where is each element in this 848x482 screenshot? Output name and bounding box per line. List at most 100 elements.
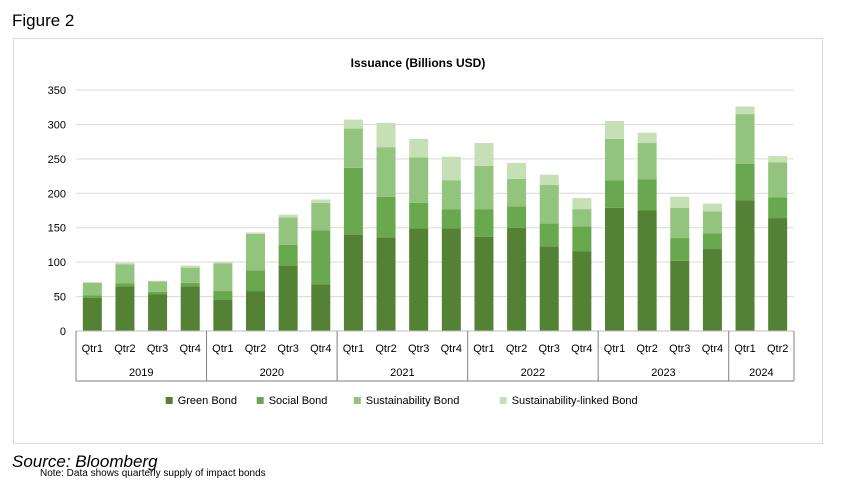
bar-segment-sustainability-bond (539, 185, 559, 224)
bar-segment-sustainability-bond (735, 114, 755, 164)
bar-segment-green-bond (311, 284, 331, 331)
x-category-label: Qtr1 (604, 343, 625, 355)
bar-segment-social-bond (441, 209, 461, 229)
bar-segment-green-bond (82, 297, 102, 331)
chart-title: Issuance (Billions USD) (350, 56, 486, 70)
x-category-label: Qtr1 (473, 343, 494, 355)
x-category-label: Qtr1 (343, 343, 364, 355)
bar-segment-social-bond (246, 270, 265, 292)
x-category-label: Qtr4 (441, 343, 462, 355)
x-category-label: Qtr1 (734, 343, 755, 355)
y-tick-label: 200 (48, 188, 66, 200)
legend-swatch (353, 397, 361, 404)
legend-swatch (499, 397, 507, 404)
bar-segment-sustainability-linked-bond (148, 280, 168, 282)
bar-segment-sustainability-linked-bond (180, 265, 200, 268)
x-category-label: Qtr3 (277, 343, 298, 355)
bar-segment-sustainability-linked-bond (572, 198, 592, 210)
chart-note: Note: Data shows quarterly supply of imp… (40, 468, 266, 479)
bar-segment-sustainability-bond (702, 211, 722, 234)
bar-segment-green-bond (343, 234, 363, 331)
bar-segment-green-bond (572, 251, 592, 331)
x-group-label: 2021 (390, 367, 414, 379)
bar-segment-sustainability-linked-bond (768, 156, 788, 163)
bar-segment-sustainability-bond (409, 157, 429, 203)
x-group-label: 2019 (129, 367, 153, 379)
bar-segment-sustainability-linked-bond (507, 162, 527, 179)
y-tick-label: 0 (60, 326, 66, 338)
bar-segment-green-bond (441, 228, 461, 331)
bar-segment-sustainability-linked-bond (441, 156, 461, 181)
bar-segment-social-bond (539, 223, 559, 247)
x-category-label: Qtr1 (82, 343, 103, 355)
bar-segment-social-bond (605, 180, 624, 208)
x-category-label: Qtr4 (702, 343, 723, 355)
bar-segment-green-bond (702, 249, 722, 331)
bar-segment-sustainability-linked-bond (474, 143, 494, 166)
x-category-label: Qtr2 (506, 343, 527, 355)
y-tick-label: 250 (48, 154, 66, 166)
bar-segment-sustainability-linked-bond (637, 132, 657, 144)
x-category-label: Qtr3 (408, 343, 429, 355)
figure-label: Figure 2 (12, 11, 75, 30)
bar-segment-social-bond (507, 206, 527, 228)
bar-segment-sustainability-linked-bond (82, 282, 102, 283)
bar-segment-green-bond (115, 286, 135, 331)
bar-segment-green-bond (409, 228, 429, 331)
bar-segment-sustainability-linked-bond (311, 199, 331, 203)
bar-segment-sustainability-linked-bond (605, 120, 624, 139)
bar-segment-sustainability-linked-bond (735, 106, 755, 115)
legend-label: Sustainability-linked Bond (512, 395, 638, 407)
x-category-label: Qtr1 (212, 343, 233, 355)
bar-segment-sustainability-bond (572, 209, 592, 227)
bar-segment-green-bond (246, 291, 265, 331)
bar-segment-green-bond (278, 265, 298, 331)
bar-segment-green-bond (605, 207, 624, 331)
bar-segment-sustainability-bond (507, 178, 527, 207)
legend-label: Sustainability Bond (366, 395, 460, 407)
bar-segment-sustainability-linked-bond (409, 138, 429, 158)
bar-segment-social-bond (670, 238, 690, 261)
bar-segment-social-bond (572, 226, 592, 252)
x-group-label: 2020 (260, 367, 284, 379)
bar-segment-sustainability-bond (246, 233, 265, 271)
bar-segment-green-bond (735, 200, 755, 331)
bar-segment-green-bond (539, 246, 559, 331)
bar-segment-green-bond (507, 227, 527, 331)
bar-segment-green-bond (670, 260, 690, 331)
bar-segment-sustainability-bond (376, 147, 396, 197)
legend-swatch (165, 397, 173, 404)
bar-segment-social-bond (213, 291, 233, 301)
bar-segment-sustainability-linked-bond (115, 262, 135, 265)
bar-segment-social-bond (278, 244, 298, 266)
bar-segment-sustainability-bond (637, 143, 657, 180)
bar-segment-sustainability-linked-bond (376, 123, 396, 148)
bar-segment-sustainability-bond (343, 128, 363, 168)
bar-segment-sustainability-bond (115, 264, 135, 284)
bar-segment-social-bond (409, 202, 429, 229)
legend-label: Green Bond (178, 395, 237, 407)
y-tick-label: 150 (48, 223, 66, 235)
x-category-label: Qtr3 (147, 343, 168, 355)
y-tick-label: 350 (48, 85, 66, 97)
bar-segment-green-bond (637, 210, 657, 331)
x-group-label: 2024 (749, 367, 773, 379)
bar-segment-social-bond (702, 233, 722, 250)
bar-segment-sustainability-linked-bond (539, 174, 559, 186)
x-category-label: Qtr3 (669, 343, 690, 355)
bar-segment-sustainability-linked-bond (670, 196, 690, 208)
bar-segment-social-bond (311, 230, 331, 285)
x-group-label: 2022 (521, 367, 545, 379)
x-category-label: Qtr4 (571, 343, 592, 355)
bar-segment-sustainability-bond (670, 207, 690, 239)
bar-segment-sustainability-bond (311, 202, 331, 231)
bar-segment-green-bond (148, 294, 168, 331)
y-tick-label: 100 (48, 257, 66, 269)
bar-segment-social-bond (474, 209, 494, 237)
x-category-label: Qtr2 (245, 343, 266, 355)
issuance-chart: 0 50 100 150 200 250 300 350 Qtr1 Qtr2 Qtr3 Qtr4 Qtr… (48, 85, 795, 407)
bar-segment-sustainability-linked-bond (278, 214, 298, 218)
bar-segment-social-bond (343, 167, 363, 235)
bar-segment-green-bond (376, 237, 396, 331)
bar-segment-sustainability-bond (474, 165, 494, 210)
